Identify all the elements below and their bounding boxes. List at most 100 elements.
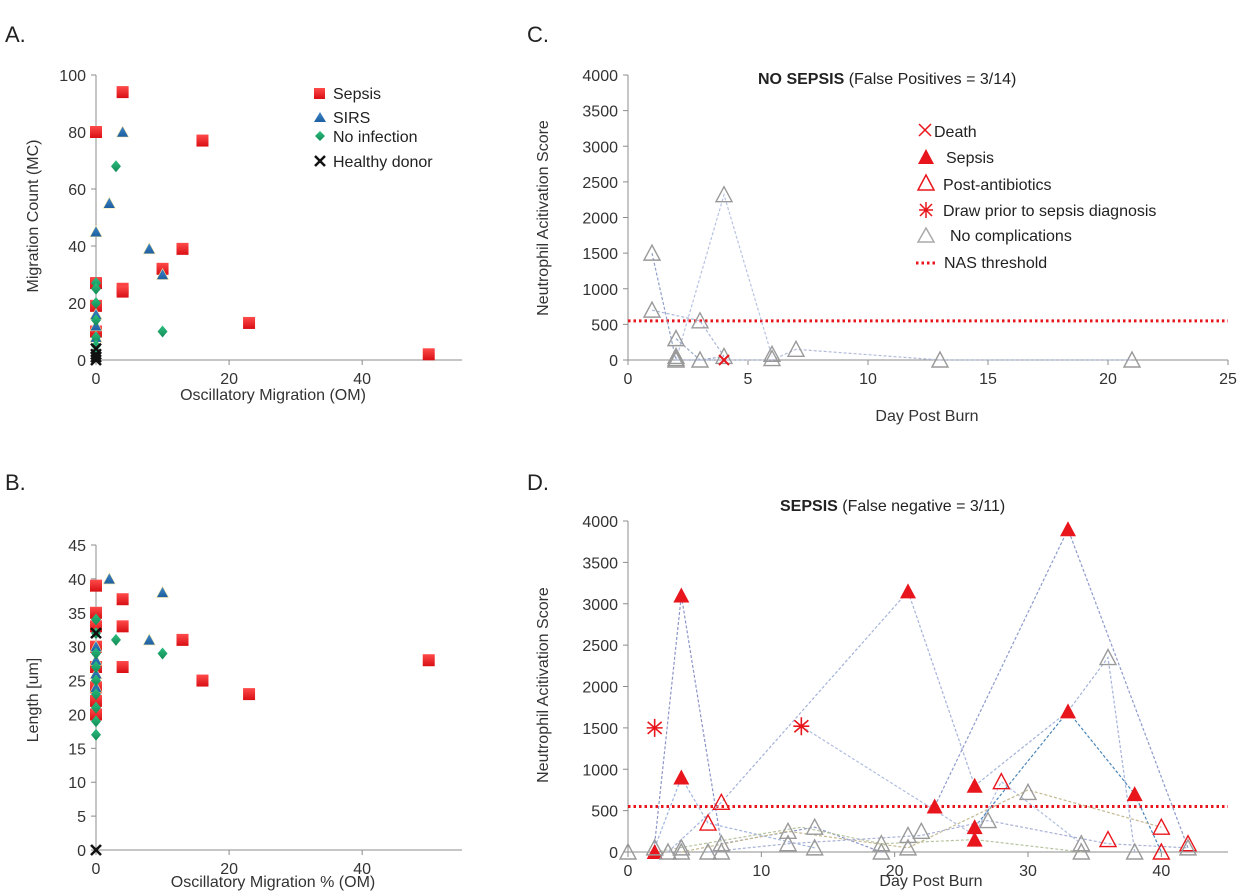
- panel-c-y-axis-title: Neutrophil Acitivation Score: [535, 120, 552, 316]
- patient-trajectory-line: [675, 338, 725, 361]
- panel-c-legend: Death Sepsis Post-antibiotics Draw prior…: [916, 123, 1156, 272]
- no-complications-point: [642, 300, 662, 318]
- legend-nas-threshold-label: NAS threshold: [944, 255, 1047, 272]
- panel-a-x-axis-title: Oscillatory Migration (OM): [180, 387, 366, 404]
- legend-healthy-donor-marker: [314, 155, 326, 167]
- post-antibiotics-point: [698, 813, 718, 831]
- y-tick-label: 3000: [582, 597, 618, 614]
- patient-trajectory-line: [675, 192, 773, 361]
- no-complications-point: [778, 834, 798, 852]
- y-tick-label: 30: [68, 640, 86, 657]
- y-tick-label: 500: [591, 317, 618, 334]
- post-antibiotics-point: [1178, 834, 1198, 852]
- sepsis-point: [90, 708, 102, 721]
- panel-d-patient-lines: [654, 527, 1189, 853]
- sepsis-point: [176, 633, 189, 646]
- draw-prior-point: [646, 718, 663, 737]
- y-tick-label: 1000: [582, 762, 618, 779]
- sepsis-point: [673, 587, 690, 603]
- panel-d-letter: D.: [527, 470, 549, 495]
- death-point: [718, 354, 730, 366]
- legend-sirs-label: SIRS: [333, 110, 370, 127]
- panel-b: B. 0 20 40 0 5 10 15 20 25 30 35 40 45 Oscillatory M…: [5, 470, 462, 891]
- no-complications-point: [872, 842, 891, 860]
- x-tick-label: 25: [1219, 371, 1237, 388]
- legend-sepsis-triangle-label: Sepsis: [946, 150, 994, 167]
- no-complications-point: [1122, 350, 1142, 368]
- patient-trajectory-line: [651, 309, 725, 357]
- sepsis-point: [243, 316, 256, 329]
- no-complications-point: [1178, 838, 1198, 856]
- y-tick-label: 45: [68, 538, 86, 555]
- no-complications-point: [672, 838, 691, 856]
- sirs-point: [142, 242, 156, 255]
- no-complications-point: [805, 838, 824, 856]
- y-tick-label: 20: [68, 707, 86, 724]
- healthy-donor-point: [90, 351, 102, 364]
- no-complications-point: [978, 811, 998, 829]
- no-complications-point: [690, 311, 710, 329]
- sepsis-point: [116, 86, 129, 99]
- no-complications-point: [666, 346, 686, 365]
- no-complications-point: [712, 842, 731, 860]
- no-infection-point: [157, 325, 168, 338]
- no-complications-point: [805, 817, 824, 835]
- sepsis-point: [90, 694, 102, 707]
- legend-no-infection-label: No infection: [333, 129, 418, 146]
- panel-c-patient-lines: [651, 192, 1132, 361]
- no-complications-point: [672, 842, 691, 860]
- sepsis-point: [90, 606, 102, 619]
- x-tick-label: 40: [353, 861, 371, 878]
- sepsis-point: [1126, 786, 1143, 802]
- post-antibiotics-point: [992, 772, 1011, 790]
- no-complications-point: [666, 350, 686, 368]
- no-infection-point: [91, 331, 101, 344]
- x-tick-label: 20: [220, 861, 238, 878]
- y-tick-label: 40: [68, 239, 86, 256]
- legend-death-marker: [918, 123, 932, 137]
- no-complications-point: [762, 344, 782, 362]
- sepsis-point: [116, 285, 129, 298]
- legend-no-complications-label: No complications: [950, 228, 1072, 245]
- patient-trajectory-line: [801, 725, 1082, 845]
- y-tick-label: 3500: [582, 104, 618, 121]
- y-tick-label: 1500: [582, 721, 618, 738]
- no-complications-point: [778, 821, 798, 840]
- panel-c-x-axis-title: Day Post Burn: [875, 408, 978, 425]
- y-tick-label: 60: [68, 182, 86, 199]
- post-antibiotics-point: [712, 792, 731, 811]
- panel-d-y-axis-title: Neutrophil Acitivation Score: [535, 587, 552, 783]
- no-infection-point: [110, 160, 121, 173]
- y-tick-label: 20: [68, 296, 86, 313]
- y-tick-label: 0: [77, 843, 86, 860]
- no-infection-point: [91, 613, 101, 626]
- x-tick-label: 20: [220, 371, 238, 388]
- panel-d-marks: [618, 521, 1198, 860]
- y-tick-label: 1500: [582, 246, 618, 263]
- healthy-donor-point: [90, 354, 102, 366]
- y-tick-label: 25: [68, 674, 86, 691]
- sepsis-point: [422, 348, 435, 361]
- no-infection-point: [91, 314, 101, 327]
- patient-trajectory-line: [681, 789, 1162, 853]
- sirs-point: [156, 267, 170, 280]
- y-tick-label: 2500: [582, 638, 618, 655]
- legend-draw-prior-marker: [919, 202, 933, 218]
- x-tick-label: 5: [744, 371, 753, 388]
- no-infection-point: [110, 633, 121, 646]
- panel-b-x-axis-title: Oscillatory Migration % (OM): [171, 874, 375, 891]
- no-complications-point: [762, 349, 782, 367]
- no-complications-point: [898, 838, 918, 856]
- panel-d: D. SEPSIS (False negative = 3/11) 0 10 20 3…: [527, 470, 1228, 890]
- sirs-point: [102, 196, 116, 209]
- no-complications-point: [698, 842, 718, 860]
- sepsis-point: [1060, 703, 1076, 719]
- y-tick-label: 15: [68, 741, 86, 758]
- patient-trajectory-line: [974, 710, 1162, 853]
- no-complications-point: [642, 243, 662, 261]
- no-infection-point: [91, 715, 101, 728]
- panel-a-axes: 0 20 40 0 20 40 60 80 100: [59, 68, 462, 388]
- no-complications-point: [666, 329, 686, 347]
- sirs-point: [142, 633, 156, 646]
- sepsis-point: [243, 688, 256, 701]
